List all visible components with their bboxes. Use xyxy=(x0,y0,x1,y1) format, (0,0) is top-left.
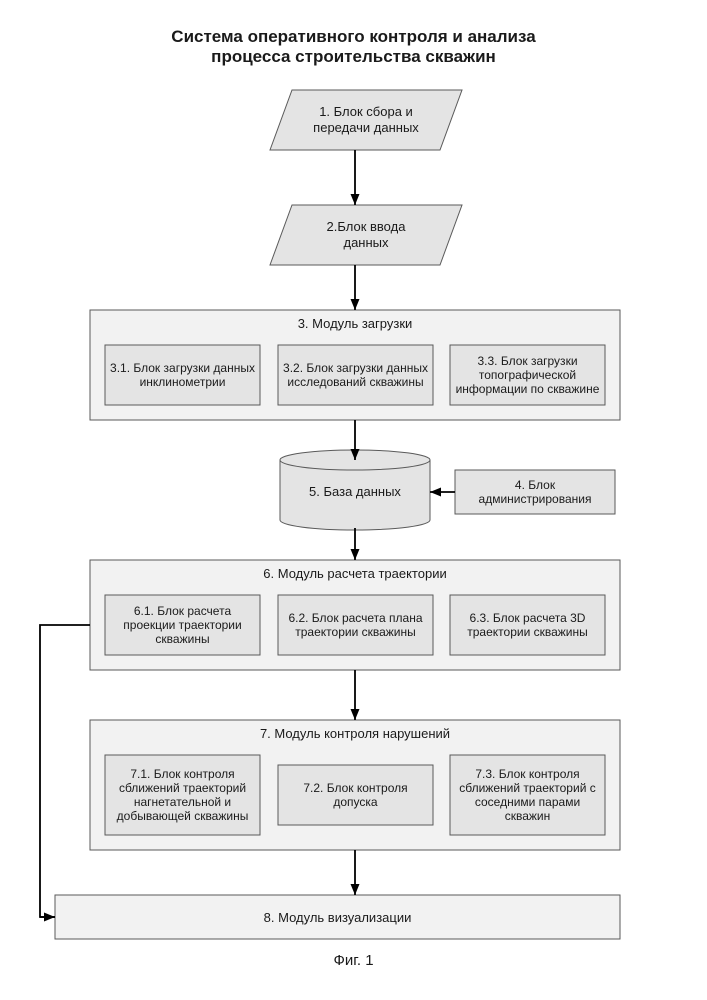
svg-text:инклинометрии: инклинометрии xyxy=(140,375,226,389)
svg-text:Фиг. 1: Фиг. 1 xyxy=(333,952,373,969)
svg-text:4. Блок: 4. Блок xyxy=(515,478,556,492)
svg-text:3.3. Блок загрузки: 3.3. Блок загрузки xyxy=(477,354,577,368)
svg-text:процесса строительства скважин: процесса строительства скважин xyxy=(211,47,496,66)
svg-text:1. Блок сбора и: 1. Блок сбора и xyxy=(319,104,413,119)
svg-text:3.2. Блок загрузки данных: 3.2. Блок загрузки данных xyxy=(283,361,428,375)
svg-text:добывающей скважины: добывающей скважины xyxy=(117,809,249,823)
svg-text:траектории скважины: траектории скважины xyxy=(295,625,416,639)
feedback-line xyxy=(40,625,90,917)
svg-text:информации по скважине: информации по скважине xyxy=(456,382,600,396)
svg-text:7.3. Блок контроля: 7.3. Блок контроля xyxy=(475,767,579,781)
svg-text:скважины: скважины xyxy=(155,632,209,646)
svg-text:сближений траекторий с: сближений траекторий с xyxy=(459,781,595,795)
svg-text:данных: данных xyxy=(343,235,389,250)
svg-text:исследований скважины: исследований скважины xyxy=(287,375,423,389)
svg-text:3. Модуль загрузки: 3. Модуль загрузки xyxy=(298,316,413,331)
svg-text:5. База данных: 5. База данных xyxy=(309,484,401,499)
svg-text:6.2. Блок расчета плана: 6.2. Блок расчета плана xyxy=(288,611,422,625)
svg-text:передачи данных: передачи данных xyxy=(313,120,419,135)
svg-text:проекции траектории: проекции траектории xyxy=(123,618,241,632)
svg-text:траектории скважины: траектории скважины xyxy=(467,625,588,639)
svg-text:7. Модуль контроля нарушений: 7. Модуль контроля нарушений xyxy=(260,726,450,741)
svg-text:Система оперативного контроля: Система оперативного контроля и анализа xyxy=(171,27,536,46)
svg-text:администрирования: администрирования xyxy=(479,492,592,506)
svg-text:7.2. Блок контроля: 7.2. Блок контроля xyxy=(303,781,407,795)
svg-text:топографической: топографической xyxy=(479,368,576,382)
svg-text:2.Блок ввода: 2.Блок ввода xyxy=(327,219,407,234)
svg-text:сближений траекторий: сближений траекторий xyxy=(119,781,246,795)
svg-text:6.1. Блок расчета: 6.1. Блок расчета xyxy=(134,604,232,618)
svg-text:6. Модуль расчета траектории: 6. Модуль расчета траектории xyxy=(263,566,446,581)
svg-text:7.1. Блок контроля: 7.1. Блок контроля xyxy=(130,767,234,781)
svg-text:8. Модуль визуализации: 8. Модуль визуализации xyxy=(264,910,412,925)
svg-text:скважин: скважин xyxy=(505,809,551,823)
svg-text:допуска: допуска xyxy=(333,795,378,809)
svg-text:3.1. Блок загрузки данных: 3.1. Блок загрузки данных xyxy=(110,361,255,375)
svg-text:6.3. Блок расчета 3D: 6.3. Блок расчета 3D xyxy=(470,611,586,625)
svg-text:соседними парами: соседними парами xyxy=(475,795,580,809)
svg-text:нагнетательной и: нагнетательной и xyxy=(134,795,231,809)
